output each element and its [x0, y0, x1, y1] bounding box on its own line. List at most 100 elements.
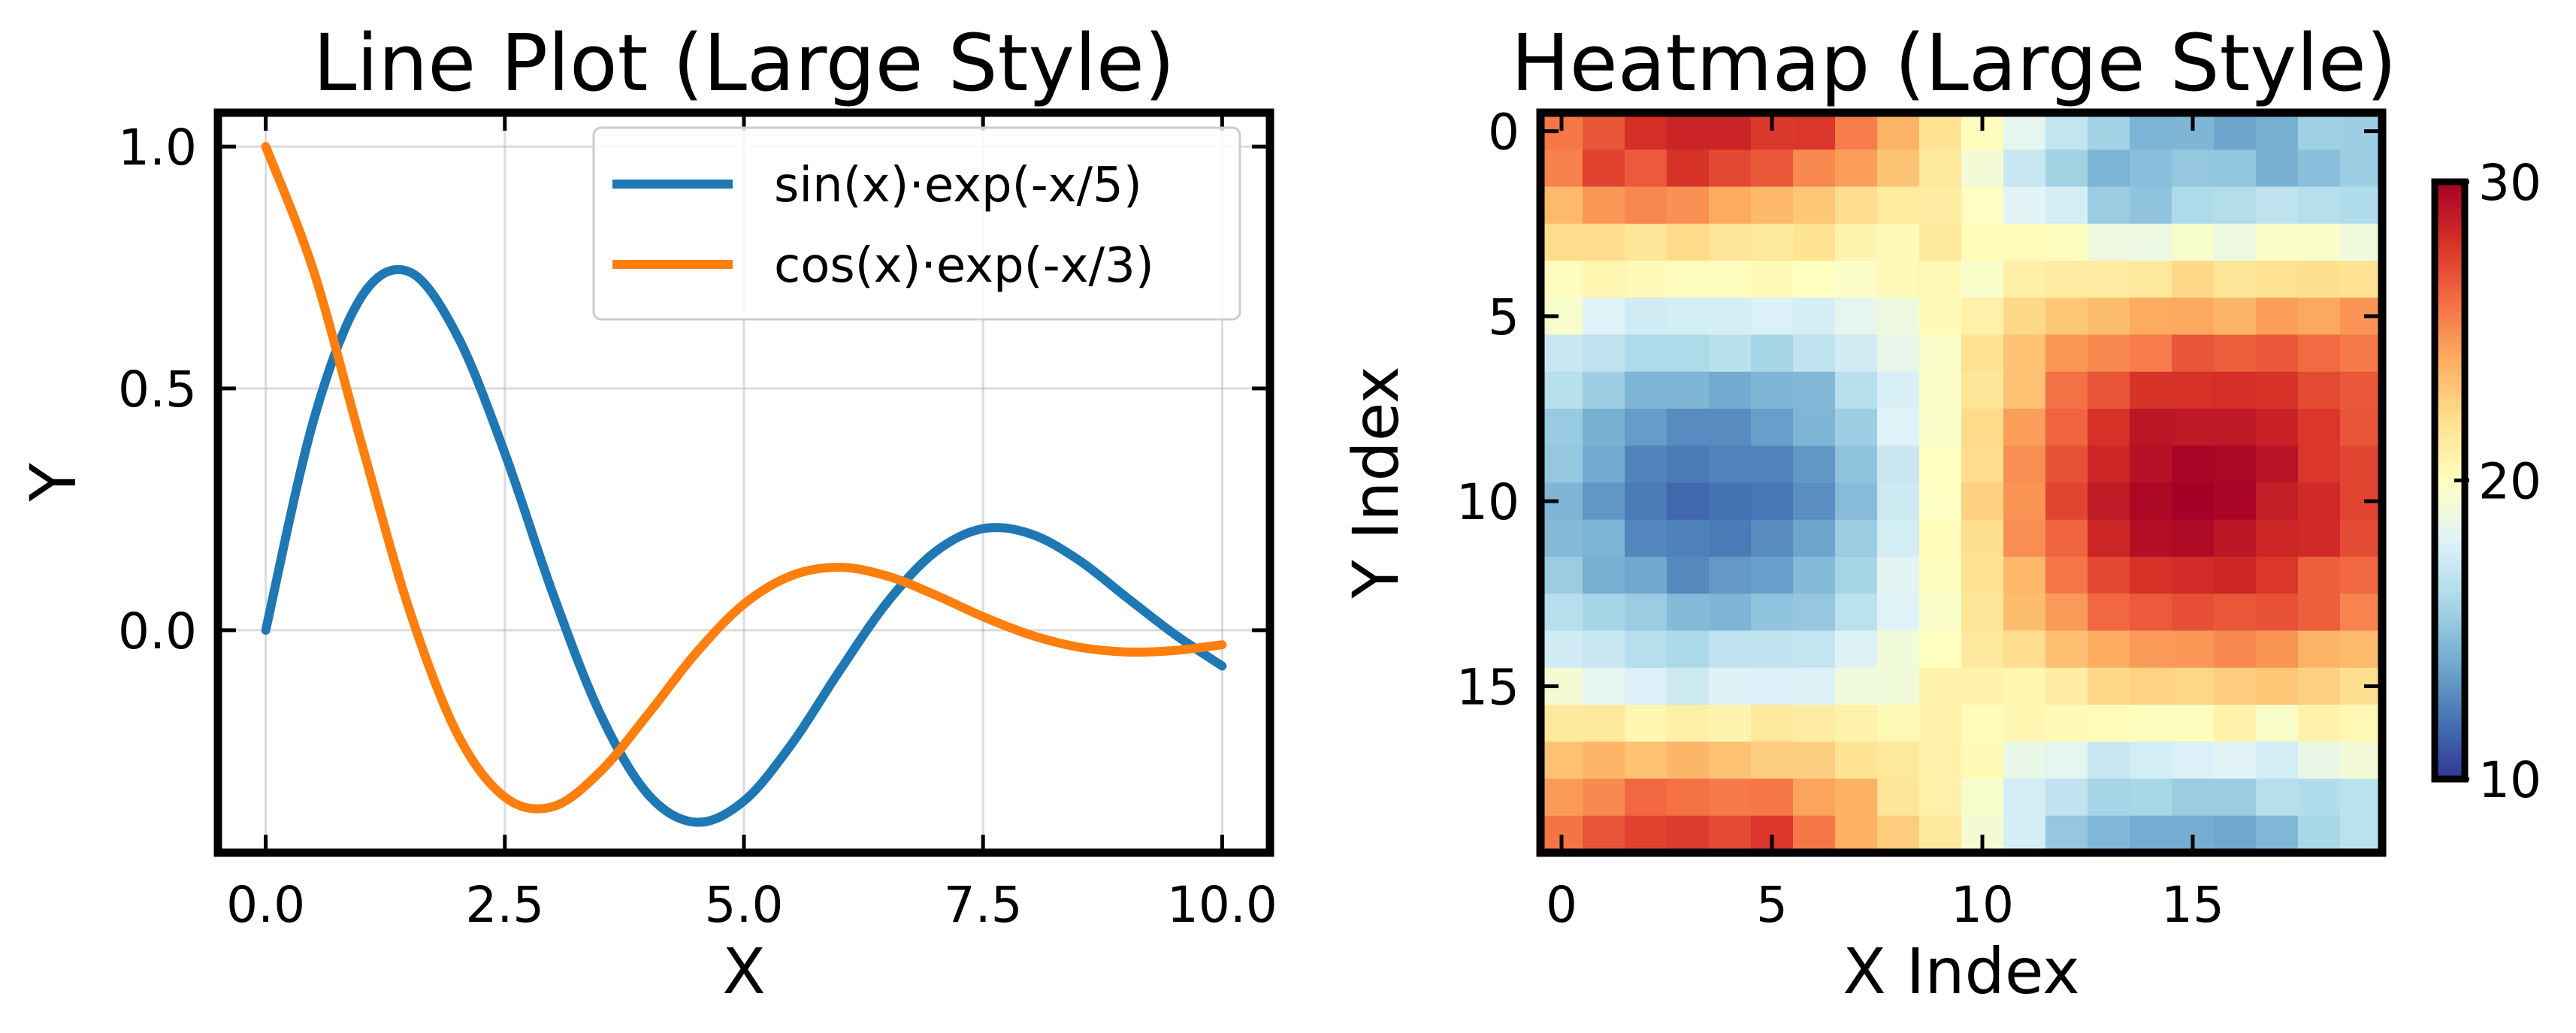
heatmap-cell	[2340, 150, 2383, 188]
heatmap-cell	[2088, 298, 2130, 336]
heatmap-cell	[1877, 557, 1920, 594]
heatmap-cell	[1709, 742, 1752, 780]
heatmap-cell	[2172, 446, 2215, 484]
heatmap-cell	[1751, 150, 1794, 188]
heatmap-cell	[1709, 113, 1752, 150]
heatmap-cell	[2045, 186, 2088, 225]
heatmap-cell	[2340, 742, 2383, 780]
heatmap-cell	[2298, 409, 2341, 446]
heatmap-cell	[2256, 482, 2299, 521]
heatmap-cell	[1835, 705, 1878, 742]
heatmap-cell	[2130, 594, 2172, 632]
heatmap-cell	[1793, 815, 1836, 853]
heatmap-cell	[1835, 815, 1878, 853]
heatmap-cell	[1625, 371, 1667, 409]
heatmap-cell	[1877, 186, 1920, 225]
heatmap-cell	[2003, 261, 2046, 298]
heatmap-cell	[1919, 630, 1962, 669]
heatmap-cell	[2214, 630, 2257, 669]
heatmap-cell	[1961, 778, 2004, 817]
heatmap-cell	[1877, 519, 1920, 557]
heatmap-cell	[2130, 557, 2172, 594]
heatmap-cell	[1625, 557, 1667, 594]
heatmap-cell	[1709, 186, 1752, 225]
heatmap-cell	[1625, 223, 1667, 261]
heatmap-cell	[2298, 778, 2341, 817]
heatmap-cell	[2172, 298, 2215, 336]
heatmap-cell	[2256, 150, 2299, 188]
heatmap-cell	[1919, 298, 1962, 336]
heatmap-cell	[2088, 557, 2130, 594]
heatmap-cell	[1709, 298, 1752, 336]
heatmap-cell	[2172, 667, 2215, 705]
heatmap-cell	[2340, 557, 2383, 594]
heatmap-cell	[2003, 557, 2046, 594]
heatmap-cell	[1835, 742, 1878, 780]
heatmap-cell	[1877, 815, 1920, 853]
line-y-axis-label: Y	[17, 463, 90, 503]
heatmap-cell	[1793, 557, 1836, 594]
heatmap-cell	[1583, 630, 1625, 669]
heatmap-frame	[1536, 108, 2387, 857]
heatmap-cell	[1751, 519, 1794, 557]
heatmap-cell	[1961, 630, 2004, 669]
heatmap-cell	[2340, 594, 2383, 632]
heatmap-cell	[2130, 705, 2172, 742]
heatmap-cell	[1961, 409, 2004, 446]
heatmap-cell	[1625, 334, 1667, 373]
heatmap-cell	[1751, 705, 1794, 742]
heatmap-cell	[1583, 705, 1625, 742]
heatmap-cell	[2298, 630, 2341, 669]
heatmap-cell	[1751, 742, 1794, 780]
heatmap-cell	[1583, 482, 1625, 521]
heatmap-cell	[1709, 261, 1752, 298]
heatmap-cell	[2003, 298, 2046, 336]
heatmap-cell	[2130, 630, 2172, 669]
heatmap-cell	[2130, 446, 2172, 484]
colorbar-tick-label: 30	[2478, 154, 2541, 212]
heatmap-cell	[1751, 667, 1794, 705]
heatmap-cell	[1961, 298, 2004, 336]
heatmap-cell	[2003, 223, 2046, 261]
heatmap-cell	[2045, 519, 2088, 557]
line-x-tick-label: 7.5	[944, 876, 1023, 934]
line-ticks: 0.0 2.5 5.0 7.5 10.0 0.0 0.5 1.0	[118, 113, 1277, 934]
heatmap-cell	[1751, 334, 1794, 373]
heatmap-cell	[2256, 815, 2299, 853]
heatmap-cell	[2256, 446, 2299, 484]
heatmap-cell	[2298, 557, 2341, 594]
heatmap-cell	[2045, 409, 2088, 446]
heatmap-cell	[1793, 334, 1836, 373]
heatmap-cell	[2256, 630, 2299, 669]
heatmap-cell	[1877, 371, 1920, 409]
heatmap-cell	[1919, 815, 1962, 853]
heatmap-cell	[2088, 519, 2130, 557]
heatmap-cell	[1625, 150, 1667, 188]
heatmap-cell	[1583, 815, 1625, 853]
heatmap-cell	[2045, 223, 2088, 261]
heatmap-cell	[1625, 186, 1667, 225]
heatmap-cell	[1751, 446, 1794, 484]
heatmap-cell	[2130, 298, 2172, 336]
heatmap-cell	[2298, 742, 2341, 780]
heatmap-cell	[1877, 261, 1920, 298]
heatmap-cell	[1877, 334, 1920, 373]
heatmap-cell	[2003, 150, 2046, 188]
heatmap-cell	[1583, 261, 1625, 298]
heatmap-x-tick-label: 0	[1546, 876, 1577, 934]
heatmap-cell	[1751, 186, 1794, 225]
line-x-tick-label: 0.0	[226, 876, 305, 934]
heatmap-cell	[1835, 113, 1878, 150]
heatmap-cell	[1919, 261, 1962, 298]
heatmap-cell	[2130, 186, 2172, 225]
line-plot-frame	[213, 108, 1274, 857]
heatmap-cell	[1793, 186, 1836, 225]
heatmap-cell	[2045, 150, 2088, 188]
heatmap-cell	[2045, 334, 2088, 373]
heatmap-cell	[1793, 519, 1836, 557]
heatmap-cell	[1667, 815, 1710, 853]
line-x-tick-label: 2.5	[465, 876, 544, 934]
heatmap-cell	[2298, 482, 2341, 521]
heatmap-cell	[2340, 705, 2383, 742]
heatmap-cell	[1877, 298, 1920, 336]
